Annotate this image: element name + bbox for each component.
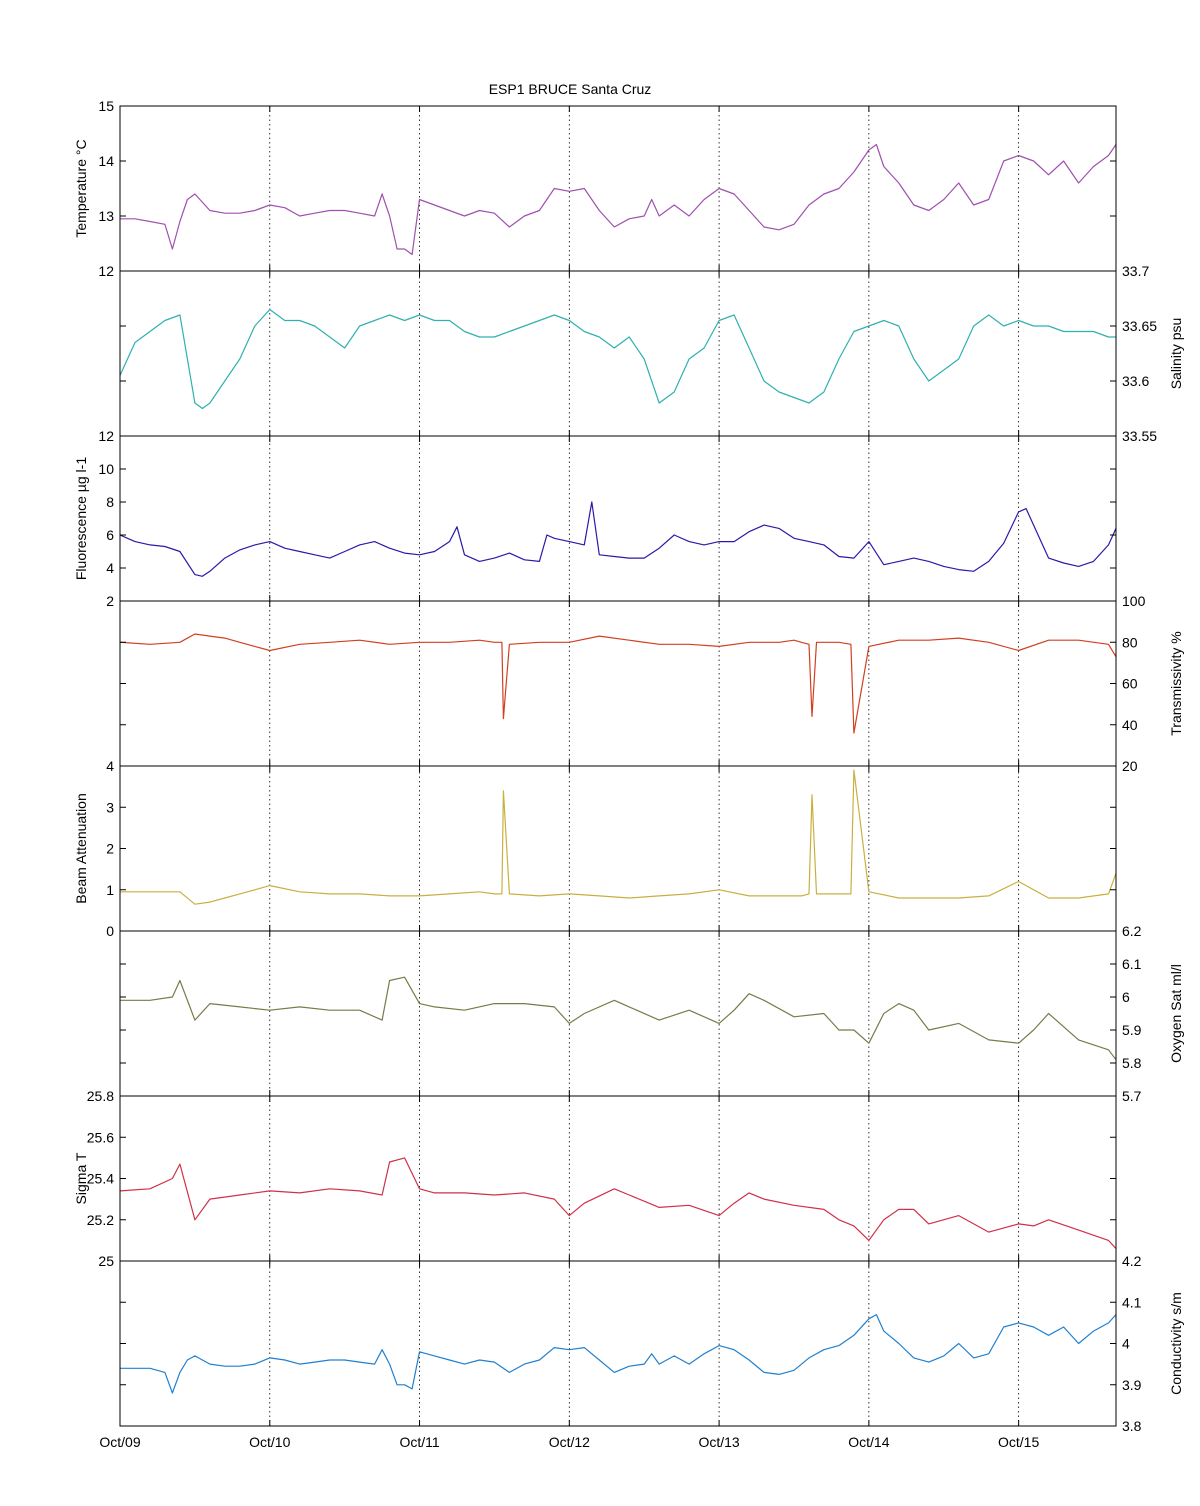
y-tick-label: 5.9: [1122, 1022, 1142, 1038]
panel-frame: [119, 930, 1117, 1097]
y-axis-label-transmissivity: Transmissivity %: [1168, 631, 1184, 736]
y-tick-label: 5.8: [1122, 1055, 1142, 1071]
y-tick-label: 10: [98, 461, 114, 477]
y-tick-label: 20: [1122, 758, 1138, 774]
series-line-transmissivity: [119, 633, 1117, 734]
y-tick-label: 2: [106, 593, 114, 609]
series-line-temperature: [120, 143, 1117, 256]
y-tick-label: 12: [98, 263, 114, 279]
y-tick-label: 14: [98, 153, 114, 169]
y-tick-label: 3.8: [1122, 1418, 1142, 1434]
y-tick-label: 13: [98, 208, 114, 224]
y-tick-label: 4.2: [1122, 1253, 1142, 1269]
series-line-beam-attenuation: [120, 769, 1117, 905]
x-tick-label: Oct/10: [249, 1434, 290, 1450]
panel-sigma-t: 25 25.2 25.4 25.6 25.8 Sigma T: [73, 1088, 1117, 1269]
panel-conductivity: 3.8 3.9 4 4.1 4.2 Conductivity s/m: [119, 1253, 1184, 1434]
y-tick-label: 6.2: [1122, 923, 1142, 939]
panel-oxygen-sat: 5.7 5.8 5.9 6 6.1 6.2 Oxygen Sat ml/l: [119, 923, 1184, 1104]
y-axis-label-temperature: Temperature °C: [73, 139, 89, 237]
y-tick-label: 8: [106, 494, 114, 510]
y-tick-label: 3: [106, 799, 114, 815]
panel-beam-attenuation: 0 1 2 3 4 Beam Attenuation: [73, 758, 1117, 939]
y-tick-label: 12: [98, 428, 114, 444]
x-tick-label: Oct/15: [998, 1434, 1039, 1450]
y-tick-label: 40: [1122, 717, 1138, 733]
y-tick-label: 6: [1122, 989, 1130, 1005]
y-tick-label: 0: [106, 923, 114, 939]
y-tick-label: 25.8: [87, 1088, 114, 1104]
y-tick-label: 1: [106, 882, 114, 898]
panel-frame: [119, 435, 1117, 602]
y-tick-label: 4: [106, 560, 114, 576]
y-tick-label: 33.7: [1122, 263, 1149, 279]
y-tick-label: 25.2: [87, 1212, 114, 1228]
y-axis-label-fluorescence: Fluorescence µg l-1: [73, 457, 89, 580]
y-tick-label: 5.7: [1122, 1088, 1142, 1104]
y-tick-label: 33.65: [1122, 318, 1157, 334]
x-tick-label: Oct/09: [99, 1434, 140, 1450]
series-line-salinity: [119, 308, 1116, 410]
y-axis-label-conductivity: Conductivity s/m: [1168, 1292, 1184, 1395]
y-tick-label: 33.6: [1122, 373, 1149, 389]
panel-transmissivity: 20 40 60 80 100 Transmissivity %: [119, 593, 1184, 774]
y-tick-label: 4: [106, 758, 114, 774]
x-tick-label: Oct/12: [549, 1434, 590, 1450]
y-tick-label: 6.1: [1122, 956, 1142, 972]
y-tick-label: 6: [106, 527, 114, 543]
y-axis-label-salinity: Salinity psu: [1168, 318, 1184, 390]
series-line-fluorescence: [119, 501, 1117, 577]
panel-fluorescence: 2 4 6 8 10 12 Fluorescence µg l-1: [73, 428, 1117, 609]
y-tick-label: 60: [1122, 676, 1138, 692]
y-tick-label: 33.55: [1122, 428, 1157, 444]
y-tick-label: 25.6: [87, 1129, 114, 1145]
x-tick-label: Oct/14: [848, 1434, 889, 1450]
series-line-oxygen-sat: [120, 976, 1117, 1061]
panel-salinity: 33.55 33.6 33.65 33.7 Salinity psu: [119, 263, 1184, 444]
y-axis-label-oxygen-sat: Oxygen Sat ml/l: [1168, 964, 1184, 1063]
chart-title: ESP1 BRUCE Santa Cruz: [489, 81, 652, 97]
y-tick-label: 4: [1122, 1336, 1130, 1352]
y-tick-label: 4.1: [1122, 1294, 1142, 1310]
y-tick-label: 25: [98, 1253, 114, 1269]
panel-temperature: 12 13 14 15 Temperature °C: [73, 98, 1117, 279]
x-tick-label: Oct/13: [698, 1434, 739, 1450]
y-tick-label: 2: [106, 841, 114, 857]
y-tick-label: 3.9: [1122, 1377, 1142, 1393]
y-axis-label-sigma-t: Sigma T: [73, 1152, 89, 1204]
series-line-conductivity: [120, 1314, 1117, 1394]
y-tick-label: 15: [98, 98, 114, 114]
x-tick-label: Oct/11: [399, 1434, 439, 1450]
y-tick-label: 25.4: [87, 1171, 114, 1187]
y-axis-label-beam-attenuation: Beam Attenuation: [73, 793, 89, 904]
series-line-sigma-t: [119, 1157, 1117, 1250]
y-tick-label: 100: [1122, 593, 1146, 609]
y-tick-label: 80: [1122, 634, 1138, 650]
